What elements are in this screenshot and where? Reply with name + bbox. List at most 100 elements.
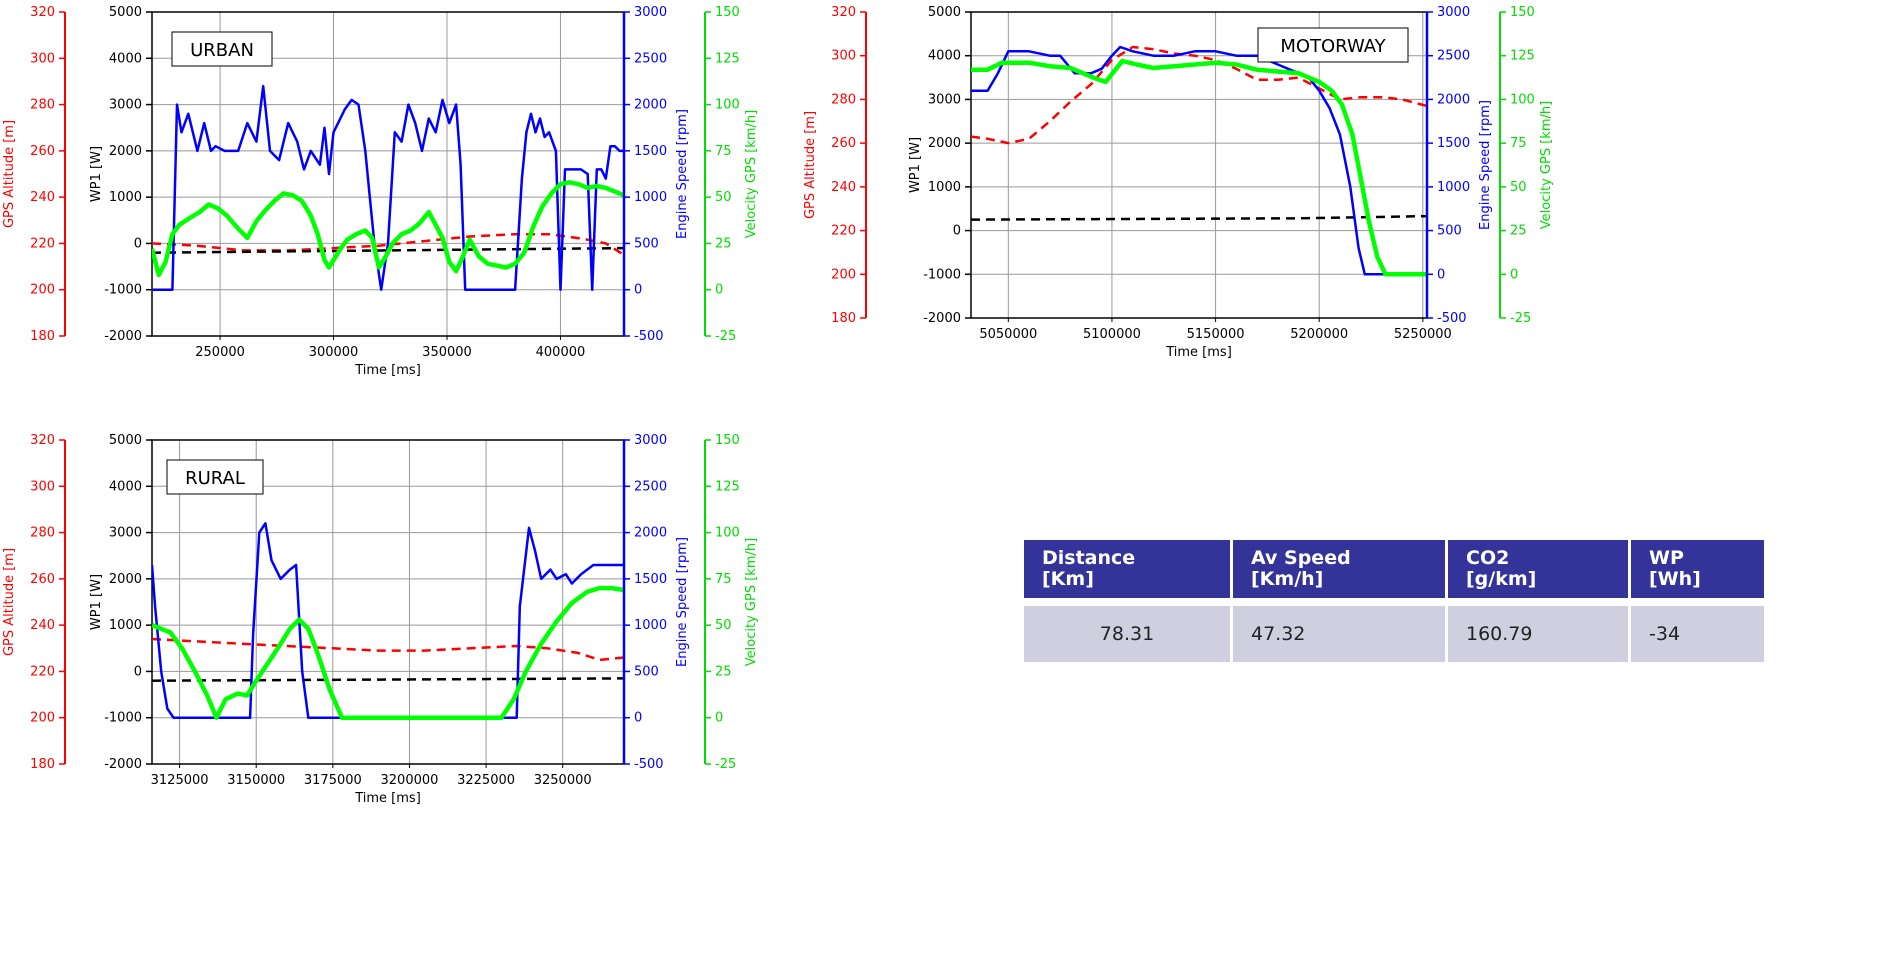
series-line-velocity [152, 180, 624, 278]
summary-table: Distance [Km] Av Speed [Km/h] CO2 [g/km]… [1021, 540, 1767, 662]
y-tick-label-velocity: 50 [715, 618, 732, 633]
chart-title-box [1257, 27, 1409, 63]
y-tick-label-wp1: 1000 [109, 190, 142, 205]
y-tick-label-wp1: 1000 [928, 180, 961, 195]
table-header-co2: CO2 [g/km] [1448, 540, 1628, 598]
y-axis-label-velocity: Velocity GPS [km/h] [744, 110, 759, 238]
y-tick-label-altitude: 280 [30, 98, 55, 113]
y-tick-label-velocity: 75 [715, 572, 732, 587]
y-tick-label-wp1: 1000 [109, 618, 142, 633]
y-tick-label-velocity: 75 [1510, 136, 1527, 151]
y-tick-label-altitude: 180 [831, 311, 856, 326]
y-tick-label-velocity: 125 [715, 51, 740, 66]
y-tick-label-engine: 500 [634, 664, 659, 679]
y-axis-label-wp1: WP1 [W] [89, 574, 104, 630]
x-tick-label: 5250000 [1394, 327, 1452, 342]
y-tick-label-altitude: 320 [30, 5, 55, 20]
x-tick-label: 3200000 [381, 773, 439, 788]
y-tick-label-altitude: 320 [30, 433, 55, 448]
y-tick-label-wp1: 3000 [109, 98, 142, 113]
x-tick-label: 5050000 [979, 327, 1037, 342]
y-axis-label-engine: Engine Speed [rpm] [675, 109, 690, 239]
y-tick-label-altitude: 300 [30, 51, 55, 66]
y-tick-label-velocity: 125 [1510, 49, 1535, 64]
series-line-wp1 [152, 677, 624, 682]
y-tick-label-wp1: 5000 [928, 5, 961, 20]
y-tick-label-altitude: 280 [30, 526, 55, 541]
series-line-engine [152, 84, 624, 291]
y-tick-label-wp1: 2000 [928, 136, 961, 151]
y-tick-label-velocity: 100 [715, 526, 740, 541]
y-tick-label-engine: 3000 [1437, 5, 1470, 20]
table-cell-av-speed: 47.32 [1233, 606, 1445, 662]
x-axis-label: Time [ms] [1165, 345, 1232, 360]
y-axis-label-wp1: WP1 [W] [89, 146, 104, 202]
y-tick-label-velocity: 100 [1510, 92, 1535, 107]
x-tick-label: 5150000 [1187, 327, 1245, 342]
y-tick-label-engine: -500 [634, 757, 664, 772]
y-axis-label-altitude: GPS Altitude [m] [2, 120, 17, 228]
y-tick-label-wp1: -2000 [104, 329, 142, 344]
y-axis-label-velocity: Velocity GPS [km/h] [1539, 101, 1554, 229]
y-tick-label-velocity: 150 [715, 433, 740, 448]
y-tick-label-wp1: 3000 [109, 526, 142, 541]
table-header-distance: Distance [Km] [1024, 540, 1230, 598]
y-tick-label-engine: -500 [1437, 311, 1467, 326]
y-tick-label-velocity: 125 [715, 479, 740, 494]
y-tick-label-velocity: -25 [1510, 311, 1531, 326]
y-tick-label-velocity: 25 [715, 664, 732, 679]
y-tick-label-engine: 2500 [634, 51, 667, 66]
y-tick-label-engine: 1500 [634, 572, 667, 587]
y-tick-label-altitude: 200 [831, 267, 856, 282]
y-tick-label-engine: 3000 [634, 5, 667, 20]
series-line-velocity [971, 58, 1427, 277]
y-tick-label-velocity: 150 [1510, 5, 1535, 20]
x-axis-label: Time [ms] [354, 363, 421, 378]
x-tick-label: 350000 [422, 345, 472, 360]
y-tick-label-wp1: 4000 [109, 51, 142, 66]
y-axis-label-engine: Engine Speed [rpm] [1478, 100, 1493, 230]
y-tick-label-velocity: -25 [715, 757, 736, 772]
y-tick-label-engine: -500 [634, 329, 664, 344]
y-tick-label-engine: 500 [1437, 224, 1462, 239]
y-tick-label-altitude: 220 [831, 224, 856, 239]
y-tick-label-wp1: 4000 [109, 479, 142, 494]
y-tick-label-velocity: 50 [715, 190, 732, 205]
series-line-wp1 [971, 214, 1427, 221]
y-tick-label-velocity: 100 [715, 98, 740, 113]
y-tick-label-wp1: 5000 [109, 5, 142, 20]
y-tick-label-velocity: 25 [715, 236, 732, 251]
y-tick-label-wp1: 3000 [928, 92, 961, 107]
table-cell-co2: 160.79 [1448, 606, 1628, 662]
y-tick-label-engine: 2000 [634, 526, 667, 541]
series-line-engine [152, 522, 624, 719]
y-tick-label-engine: 1500 [1437, 136, 1470, 151]
chart-title: RURAL [185, 468, 245, 489]
y-tick-label-wp1: 0 [953, 224, 961, 239]
y-tick-label-wp1: -2000 [104, 757, 142, 772]
y-tick-label-wp1: 5000 [109, 433, 142, 448]
y-tick-label-velocity: 50 [1510, 180, 1527, 195]
series-line-wp1 [152, 246, 624, 254]
table-cell-wp: -34 [1631, 606, 1764, 662]
y-axis-label-velocity: Velocity GPS [km/h] [744, 538, 759, 666]
y-tick-label-engine: 500 [634, 236, 659, 251]
y-tick-label-wp1: 2000 [109, 572, 142, 587]
plot-group: 3125000 3150000 3175000 3200000 3225000 32500… [2, 433, 759, 806]
y-tick-label-altitude: 200 [30, 711, 55, 726]
y-tick-label-altitude: 240 [30, 190, 55, 205]
y-tick-label-velocity: -25 [715, 329, 736, 344]
y-tick-label-altitude: 300 [30, 479, 55, 494]
y-tick-label-altitude: 180 [30, 757, 55, 772]
y-tick-label-altitude: 260 [831, 136, 856, 151]
motorway-chart: 5050000 5100000 5150000 5200000 5250000Time … [803, 5, 1554, 360]
chart-title: MOTORWAY [1280, 36, 1386, 57]
rural-chart: 3125000 3150000 3175000 3200000 3225000 32500… [2, 433, 759, 806]
y-axis-label-altitude: GPS Altitude [m] [803, 111, 818, 219]
y-axis-label-engine: Engine Speed [rpm] [675, 537, 690, 667]
y-tick-label-altitude: 180 [30, 329, 55, 344]
x-tick-label: 400000 [536, 345, 586, 360]
y-tick-label-altitude: 260 [30, 144, 55, 159]
